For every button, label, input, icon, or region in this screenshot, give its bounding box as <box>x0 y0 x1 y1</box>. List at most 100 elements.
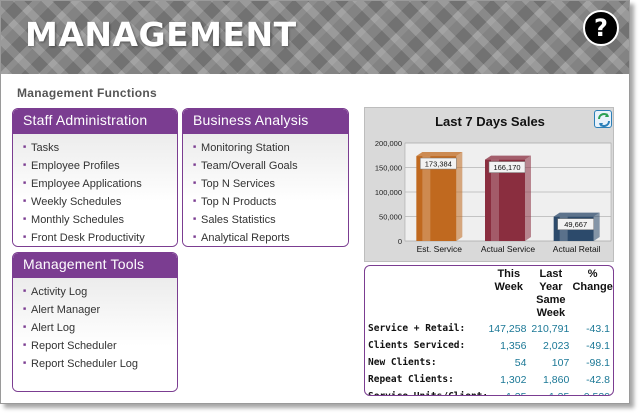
cell-value: -43.1 <box>586 322 610 335</box>
business-analysis-panel: Business Analysis Monitoring Station Team… <box>182 108 349 247</box>
weekly-stats-table: This Week Last Year Same Week% Change Ser… <box>364 265 614 396</box>
panel-title: Management Tools <box>13 253 177 278</box>
menu-item-activity-log[interactable]: Activity Log <box>23 283 167 301</box>
bar-side <box>593 212 600 241</box>
table-row: Repeat Clients: 1,302 1,860 -42.8 <box>365 371 613 388</box>
menu-item-link[interactable]: Analytical Reports <box>201 232 290 244</box>
refresh-button[interactable] <box>594 110 612 128</box>
column-header: % Change <box>572 268 613 293</box>
menu-item-link[interactable]: Employee Applications <box>31 178 142 190</box>
table-row: New Clients: 54 107 -98.1 <box>365 354 613 371</box>
bar-highlight <box>422 156 431 241</box>
menu-item-employee-applications[interactable]: Employee Applications <box>23 175 167 193</box>
menu-item-link[interactable]: Weekly Schedules <box>31 196 122 208</box>
data-label-box <box>420 157 457 170</box>
link-list: Tasks Employee Profiles Employee Applicati… <box>23 139 167 246</box>
column-header: Last Year Same Week <box>536 268 566 319</box>
data-label: 49,667 <box>564 220 587 229</box>
row-label: Service Units/Client: <box>365 388 488 395</box>
menu-item-link[interactable]: Report Scheduler <box>31 340 117 352</box>
x-tick-label: Est. Service <box>417 244 463 254</box>
menu-item-link[interactable]: Front Desk Productivity <box>31 232 145 244</box>
data-label-box <box>488 161 526 173</box>
menu-item-link[interactable]: Alert Log <box>31 322 76 334</box>
menu-item-link[interactable]: Monthly Schedules <box>31 214 124 226</box>
y-tick-label: 150,000 <box>375 164 402 173</box>
menu-item-employee-profiles[interactable]: Employee Profiles <box>23 157 167 175</box>
page-title: MANAGEMENT <box>25 15 297 54</box>
table-row: Service + Retail: 147,258 210,791 -43.1 <box>365 320 613 337</box>
cell-value: -42.8 <box>586 373 610 386</box>
table-row: Clients Serviced: 1,356 2,023 -49.1 <box>365 337 613 354</box>
menu-item-top-n-services[interactable]: Top N Services <box>193 175 338 193</box>
bar-highlight <box>491 159 499 241</box>
menu-item-link[interactable]: Alert Manager <box>31 304 101 316</box>
cell-value: 147,258 <box>488 322 527 335</box>
cell-value: 1.35 <box>488 388 529 396</box>
y-tick-label: 200,000 <box>375 139 402 148</box>
cell-value: 107 <box>551 356 570 369</box>
y-tick-label: 0 <box>398 237 402 246</box>
bar-top <box>553 212 600 217</box>
menu-item-link[interactable]: Tasks <box>31 142 60 154</box>
data-label-box <box>557 218 594 230</box>
column-header: This Week <box>494 268 524 293</box>
cell-value: 210,791 <box>531 322 570 335</box>
chart-title: Last 7 Days Sales <box>435 114 545 129</box>
menu-item-tasks[interactable]: Tasks <box>23 139 167 157</box>
cell-value: 1,860 <box>543 373 570 386</box>
header-banner: MANAGEMENT ? <box>1 1 629 74</box>
menu-item-link[interactable]: Report Scheduler Log <box>31 358 139 370</box>
bar-side <box>456 152 463 241</box>
data-label: 173,384 <box>425 160 452 169</box>
cell-value: 1.35 <box>529 388 572 396</box>
menu-item-sales-statistics[interactable]: Sales Statistics <box>193 211 338 229</box>
menu-item-link[interactable]: Employee Profiles <box>31 160 120 172</box>
menu-item-monthly-schedules[interactable]: Monthly Schedules <box>23 211 167 229</box>
y-tick-label: 100,000 <box>375 188 402 197</box>
cell-value: -49.1 <box>586 339 610 352</box>
data-label: 166,170 <box>493 163 520 172</box>
menu-item-link[interactable]: Activity Log <box>31 286 88 298</box>
menu-item-link[interactable]: Team/Overall Goals <box>201 160 298 172</box>
menu-item-report-scheduler[interactable]: Report Scheduler <box>23 337 167 355</box>
link-list: Activity Log Alert Manager Alert Log Report… <box>23 283 167 373</box>
section-title: Management Functions <box>17 86 158 100</box>
y-tick-label: 50,000 <box>379 213 402 222</box>
cell-value: 2,023 <box>543 339 570 352</box>
table-row: Service Units/Client:1.351.350.530 <box>365 388 613 396</box>
cell-value: 1,356 <box>500 339 527 352</box>
management-window: MANAGEMENT ? Management Functions Staff … <box>0 0 630 404</box>
menu-item-monitoring-station[interactable]: Monitoring Station <box>193 139 338 157</box>
sales-chart: Last 7 Days Sales 0 50,000 100,000 150,000 20… <box>364 107 614 262</box>
menu-item-link[interactable]: Top N Products <box>201 196 277 208</box>
menu-item-team-overall-goals[interactable]: Team/Overall Goals <box>193 157 338 175</box>
menu-item-link[interactable]: Sales Statistics <box>201 214 276 226</box>
link-list: Monitoring Station Team/Overall Goals Top … <box>193 139 338 246</box>
menu-item-link[interactable]: Top N Services <box>201 178 276 190</box>
bar-top <box>416 152 463 157</box>
menu-item-alert-manager[interactable]: Alert Manager <box>23 301 167 319</box>
help-button[interactable]: ? <box>583 10 619 46</box>
menu-item-analytical-reports[interactable]: Analytical Reports <box>193 229 338 246</box>
management-tools-panel: Management Tools Activity Log Alert Manag… <box>12 252 178 392</box>
panel-title: Staff Administration <box>13 109 177 134</box>
column-header <box>365 266 488 320</box>
cell-value: 1,302 <box>500 373 527 386</box>
sales-chart-svg: Last 7 Days Sales 0 50,000 100,000 150,000 20… <box>375 114 612 254</box>
cell-value: 54 <box>514 356 527 369</box>
row-label: New Clients: <box>368 357 437 368</box>
bar-side <box>525 155 531 241</box>
menu-item-link[interactable]: Monitoring Station <box>201 142 290 154</box>
row-label: Repeat Clients: <box>368 374 454 385</box>
menu-item-weekly-schedules[interactable]: Weekly Schedules <box>23 193 167 211</box>
row-label: Clients Serviced: <box>368 340 466 351</box>
menu-item-top-n-products[interactable]: Top N Products <box>193 193 338 211</box>
refresh-icon <box>598 113 610 127</box>
menu-item-alert-log[interactable]: Alert Log <box>23 319 167 337</box>
cell-value: 0.530 <box>572 388 613 396</box>
cell-value: -98.1 <box>586 356 610 369</box>
menu-item-report-scheduler-log[interactable]: Report Scheduler Log <box>23 355 167 373</box>
menu-item-front-desk-productivity[interactable]: Front Desk Productivity <box>23 229 167 246</box>
row-label: Service + Retail: <box>368 323 466 334</box>
